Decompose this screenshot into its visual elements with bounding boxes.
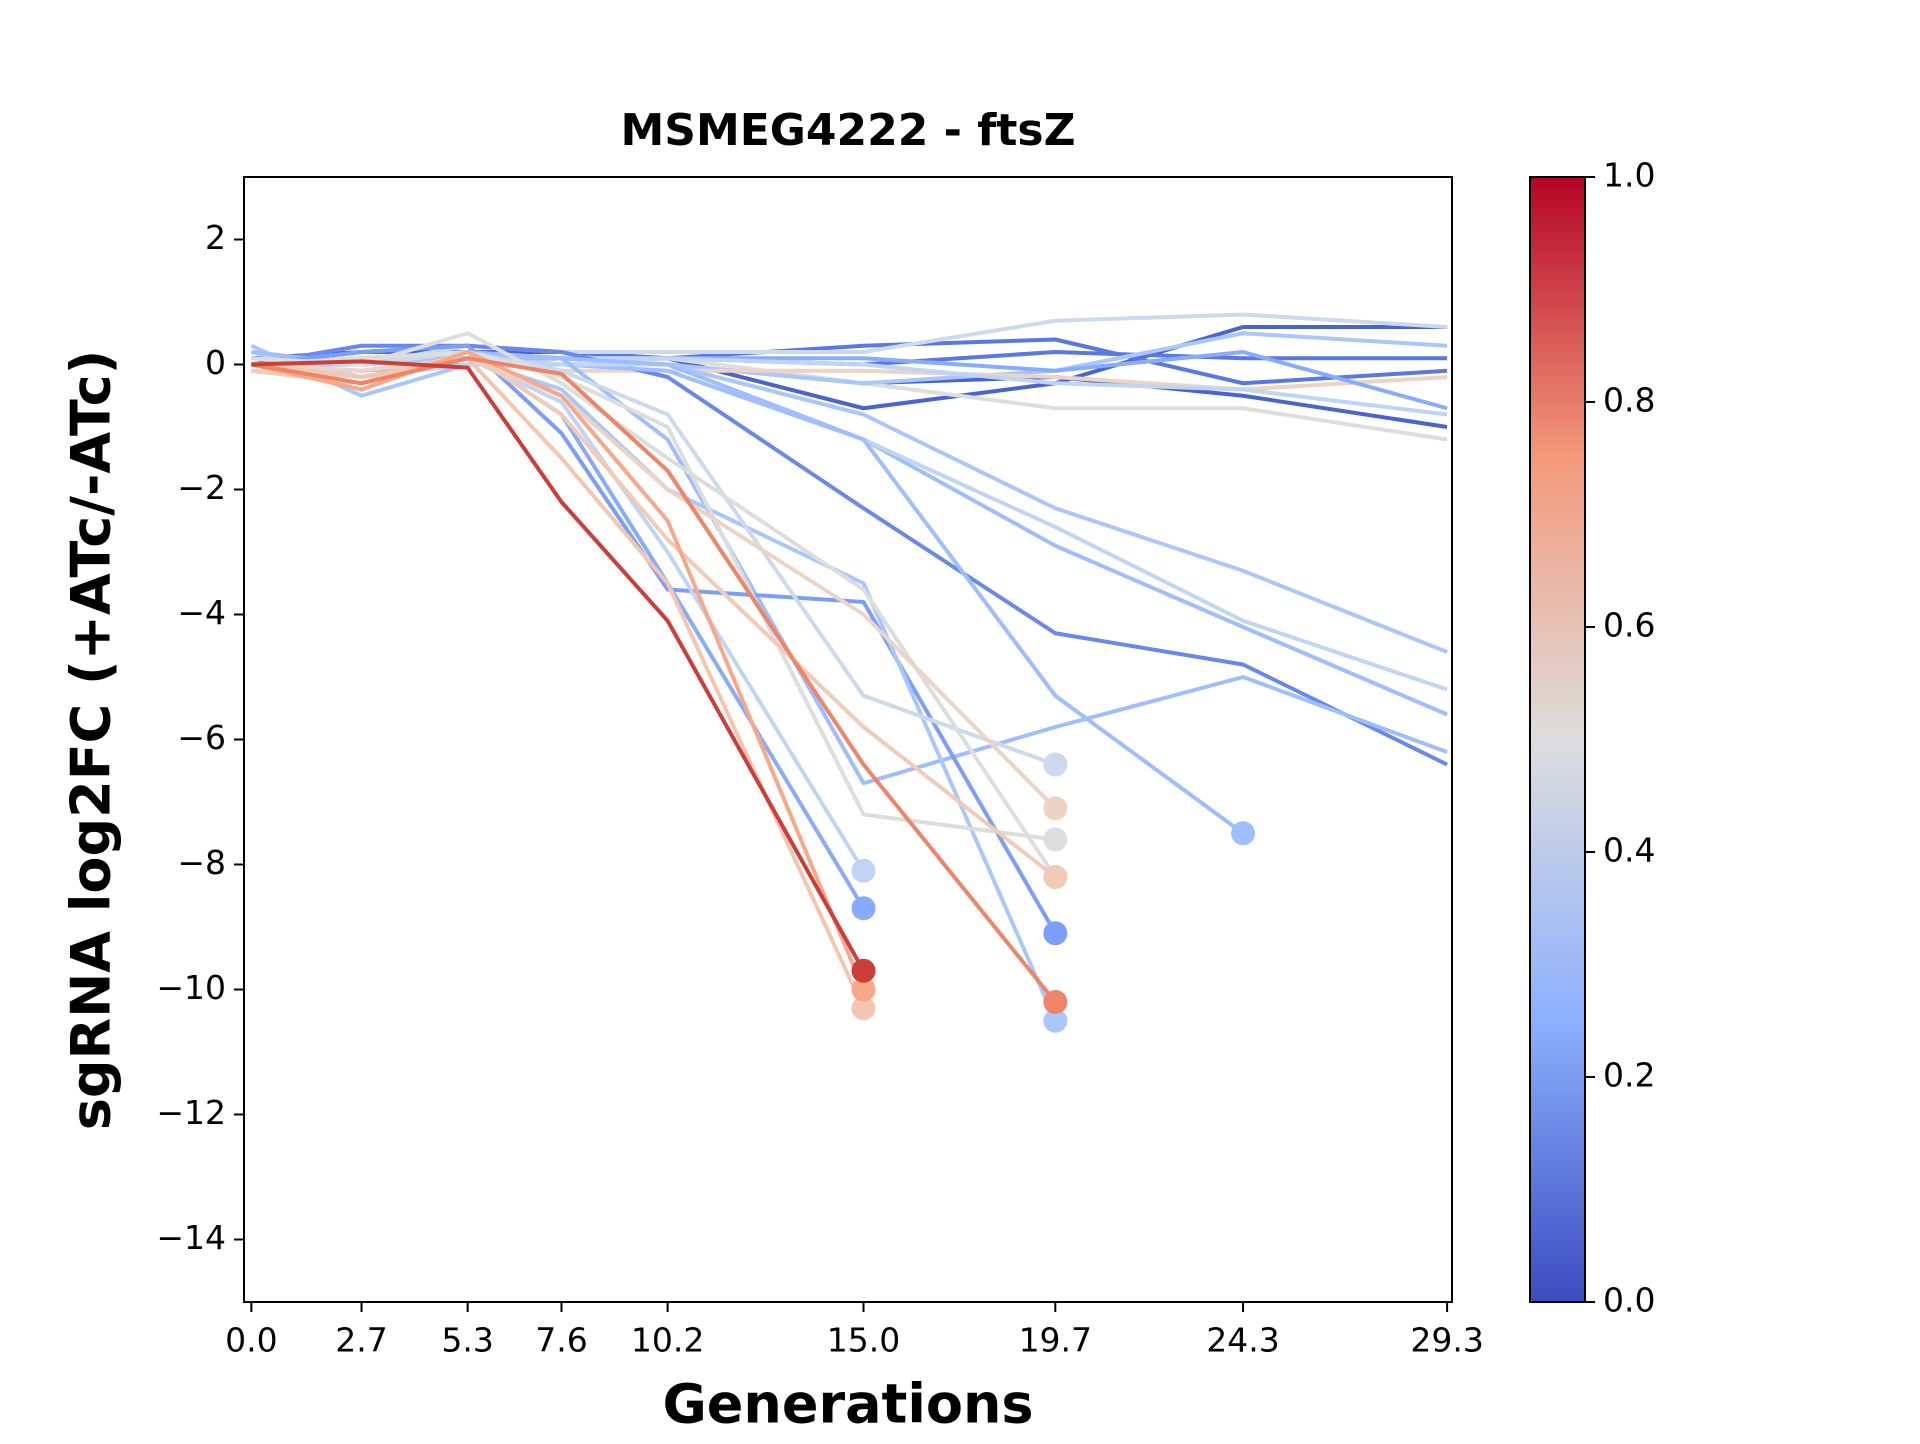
series-line [251, 312, 1448, 367]
series-line [251, 331, 1057, 879]
series-line [251, 343, 1448, 767]
y-tick-label: −12 [156, 1093, 226, 1132]
series-line [251, 356, 1448, 654]
end-marker [851, 996, 876, 1021]
series-line [251, 356, 1448, 692]
x-tick-label: 5.3 [441, 1321, 493, 1360]
y-tick-label: −14 [156, 1218, 226, 1257]
colorbar-tick-label: 0.2 [1603, 1056, 1655, 1095]
end-marker [851, 958, 876, 983]
series-line [251, 350, 1448, 786]
colorbar-tick-label: 1.0 [1603, 156, 1655, 195]
end-marker [1043, 752, 1068, 777]
end-marker [1231, 821, 1256, 846]
end-marker [851, 977, 876, 1002]
end-marker [851, 896, 876, 921]
x-tick-label: 0.0 [225, 1321, 277, 1360]
y-tick-label: −2 [177, 468, 226, 507]
series-line [251, 359, 866, 972]
y-tick-label: 2 [205, 218, 226, 257]
end-marker [1043, 1008, 1068, 1033]
end-marker [1043, 990, 1068, 1014]
x-tick-label: 15.0 [827, 1321, 900, 1360]
colorbar-tick-label: 0.8 [1603, 381, 1655, 420]
end-marker [1043, 921, 1068, 946]
x-tick-label: 24.3 [1206, 1321, 1279, 1360]
y-tick-label: −10 [156, 968, 226, 1007]
colorbar-tick-label: 0.0 [1603, 1281, 1655, 1320]
y-axis-label: sgRNA log2FC (+ATc/-ATc) [60, 350, 123, 1131]
x-tick-label: 19.7 [1019, 1321, 1092, 1360]
series-line [251, 356, 866, 872]
series-line [251, 356, 1057, 1004]
x-axis-label: Generations [662, 1373, 1033, 1436]
colorbar-tick-label: 0.4 [1603, 831, 1655, 870]
colorbar [1529, 176, 1586, 1303]
end-marker [1043, 827, 1068, 852]
plot-area [250, 312, 1448, 1033]
y-tick-label: −4 [177, 593, 226, 632]
series-line [250, 350, 866, 991]
series-line [251, 350, 1056, 842]
end-marker [1043, 796, 1068, 821]
y-tick-label: −8 [177, 843, 226, 882]
colorbar-tick-label: 0.6 [1603, 606, 1655, 645]
x-tick-label: 7.6 [535, 1321, 587, 1360]
y-tick-label: 0 [205, 343, 226, 382]
y-tick-label: −6 [177, 718, 226, 757]
x-tick-label: 29.3 [1410, 1321, 1483, 1360]
series-line [251, 343, 1058, 935]
x-tick-label: 2.7 [335, 1321, 387, 1360]
chart-title: MSMEG4222 - ftsZ [620, 105, 1075, 156]
series-line [251, 356, 866, 1010]
end-marker [1043, 865, 1068, 889]
end-marker [851, 858, 876, 883]
x-tick-label: 10.2 [631, 1321, 704, 1360]
